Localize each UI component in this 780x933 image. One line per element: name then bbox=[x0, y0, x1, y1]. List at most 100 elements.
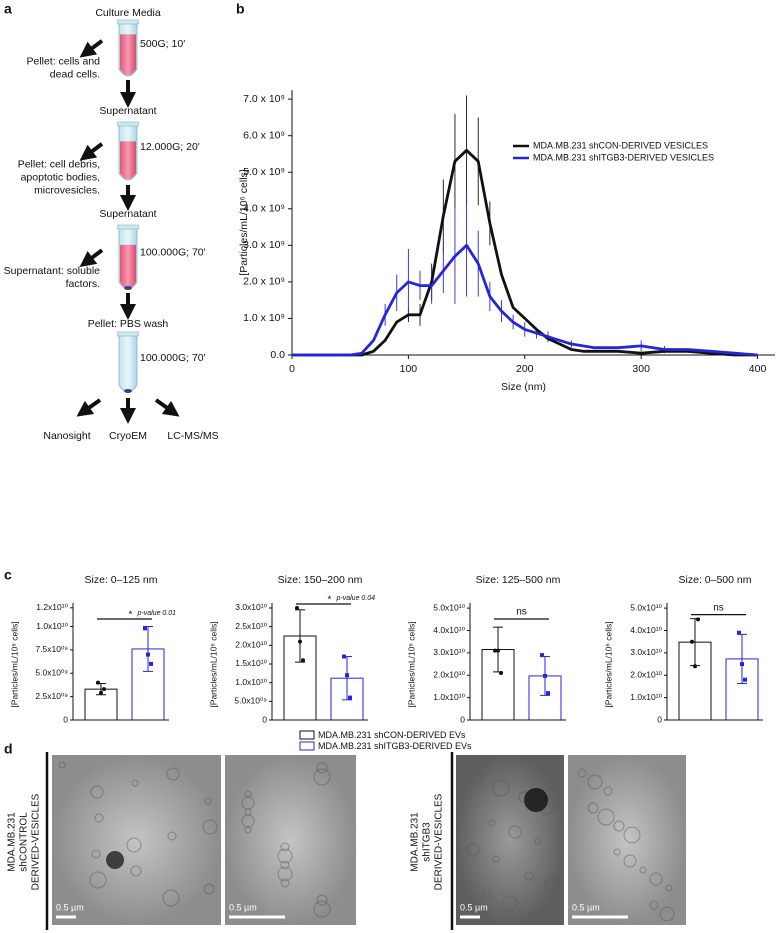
y-tick-label: 1.0x10¹⁰ bbox=[433, 692, 465, 702]
legend-label: MDA.MB.231 shCON-DERIVED EVs bbox=[318, 730, 466, 740]
vesicle bbox=[167, 831, 177, 841]
vesicle bbox=[204, 797, 212, 805]
vesicle bbox=[203, 883, 215, 895]
vesicle bbox=[659, 906, 675, 922]
y-tick-label: 3.0x10¹⁰ bbox=[433, 647, 465, 657]
micrograph bbox=[456, 755, 564, 925]
vesicle bbox=[639, 866, 647, 874]
y-tick-label: 0 bbox=[63, 714, 68, 724]
data-point bbox=[743, 677, 747, 682]
data-point bbox=[342, 654, 346, 659]
y-tick-label: 0.0 bbox=[270, 349, 285, 361]
y-tick-label: 6.0 x 10⁹ bbox=[243, 129, 285, 141]
vesicle bbox=[613, 848, 621, 856]
data-point bbox=[99, 690, 103, 695]
vesicle bbox=[502, 895, 518, 911]
vesicle bbox=[528, 907, 538, 917]
significance-mark: * bbox=[328, 595, 332, 606]
micrograph bbox=[568, 755, 686, 925]
data-point bbox=[96, 680, 100, 685]
vesicle bbox=[313, 768, 331, 786]
data-point bbox=[543, 673, 547, 678]
group-label: DERIVED-VESICLES bbox=[31, 793, 42, 890]
vesicle bbox=[280, 878, 290, 888]
vesicle bbox=[649, 900, 659, 910]
y-tick-label: 0 bbox=[657, 714, 662, 724]
vesicle bbox=[649, 872, 663, 886]
side-label: apoptotic bodies, bbox=[21, 172, 100, 184]
significance-note: p-value 0.04 bbox=[336, 595, 376, 602]
pellet bbox=[124, 286, 132, 290]
y-tick-label: 2.0 x 10⁹ bbox=[243, 276, 285, 288]
vesicle bbox=[577, 768, 587, 778]
dark-spot bbox=[524, 788, 548, 812]
vesicle bbox=[244, 826, 252, 834]
tube-liquid bbox=[120, 244, 136, 289]
y-tick-label: 1.0x10¹⁰ bbox=[36, 621, 68, 631]
output-label: CryoEM bbox=[109, 430, 147, 442]
arrow bbox=[76, 398, 102, 417]
tube-liquid bbox=[120, 34, 136, 76]
y-tick-label: 4.0x10¹⁰ bbox=[433, 625, 465, 635]
tube-cap bbox=[117, 224, 139, 230]
vesicle bbox=[89, 871, 107, 889]
y-tick-label: 0 bbox=[460, 714, 465, 724]
vesicle bbox=[597, 808, 615, 826]
legend-label: MDA.MB.231 shITGB3-DERIVED VESICLES bbox=[533, 152, 714, 162]
vesicle bbox=[472, 773, 484, 785]
scale-bar-label: 0.5 µm bbox=[56, 902, 84, 912]
group-label: MDA.MB.231 bbox=[7, 812, 18, 872]
result-label: Pellet: PBS wash bbox=[88, 318, 169, 330]
result-label: Supernatant bbox=[99, 105, 156, 117]
vesicle bbox=[492, 779, 510, 797]
significance-mark: ns bbox=[713, 602, 724, 613]
vesicle bbox=[544, 877, 560, 893]
vesicle bbox=[508, 825, 522, 839]
tube-cap bbox=[117, 121, 139, 127]
micrograph bbox=[52, 755, 221, 925]
significance-mark: ns bbox=[516, 607, 527, 618]
vesicle bbox=[603, 786, 613, 796]
arrow bbox=[79, 248, 104, 268]
y-tick-label: 5.0 x 10⁹ bbox=[243, 166, 285, 178]
y-tick-label: 3.0x10¹⁰ bbox=[235, 602, 267, 612]
x-tick-label: 300 bbox=[632, 363, 650, 375]
vesicle bbox=[623, 826, 641, 844]
arrow bbox=[79, 39, 104, 58]
vesicle bbox=[316, 894, 328, 906]
y-axis-label: [Particles/mL/10⁶ cells] bbox=[9, 621, 19, 707]
data-point bbox=[348, 695, 352, 700]
legend-swatch bbox=[299, 741, 315, 751]
tube bbox=[118, 333, 138, 393]
arrow bbox=[79, 142, 104, 161]
panel-label: c bbox=[4, 567, 12, 583]
scale-bar-label: 0.5 µm bbox=[229, 902, 257, 912]
y-tick-label: 7.5x10⁰⁹ bbox=[35, 644, 68, 654]
vesicle bbox=[316, 762, 328, 774]
panel-label: d bbox=[4, 741, 13, 757]
vesicle bbox=[58, 761, 66, 769]
group-label: shCONTROL bbox=[19, 812, 30, 872]
y-tick-label: 2.5x10⁰⁹ bbox=[35, 691, 68, 701]
vesicle bbox=[277, 866, 293, 882]
y-tick-label: 5.0x10⁰⁹ bbox=[35, 668, 68, 678]
vesicle bbox=[130, 865, 142, 877]
spin-label: 100.000G; 70' bbox=[140, 352, 206, 364]
vesicle bbox=[90, 785, 104, 799]
y-tick-label: 1.2x10¹⁰ bbox=[36, 602, 68, 612]
side-label: Supernatant: soluble bbox=[4, 265, 100, 277]
data-point bbox=[546, 691, 550, 696]
panel-label: b bbox=[236, 1, 245, 17]
tube-cap bbox=[117, 331, 139, 337]
side-label: dead cells. bbox=[50, 69, 100, 81]
vesicle bbox=[280, 842, 290, 852]
vesicle bbox=[277, 848, 293, 864]
data-point bbox=[345, 673, 349, 678]
chart-title: Size: 150–200 nm bbox=[278, 574, 363, 586]
vesicle bbox=[94, 813, 104, 823]
vesicle bbox=[280, 860, 290, 870]
legend-label: MDA.MB.231 shCON-DERIVED VESICLES bbox=[533, 140, 708, 150]
spin-label: 500G; 10' bbox=[140, 38, 185, 50]
vesicle bbox=[166, 767, 180, 781]
